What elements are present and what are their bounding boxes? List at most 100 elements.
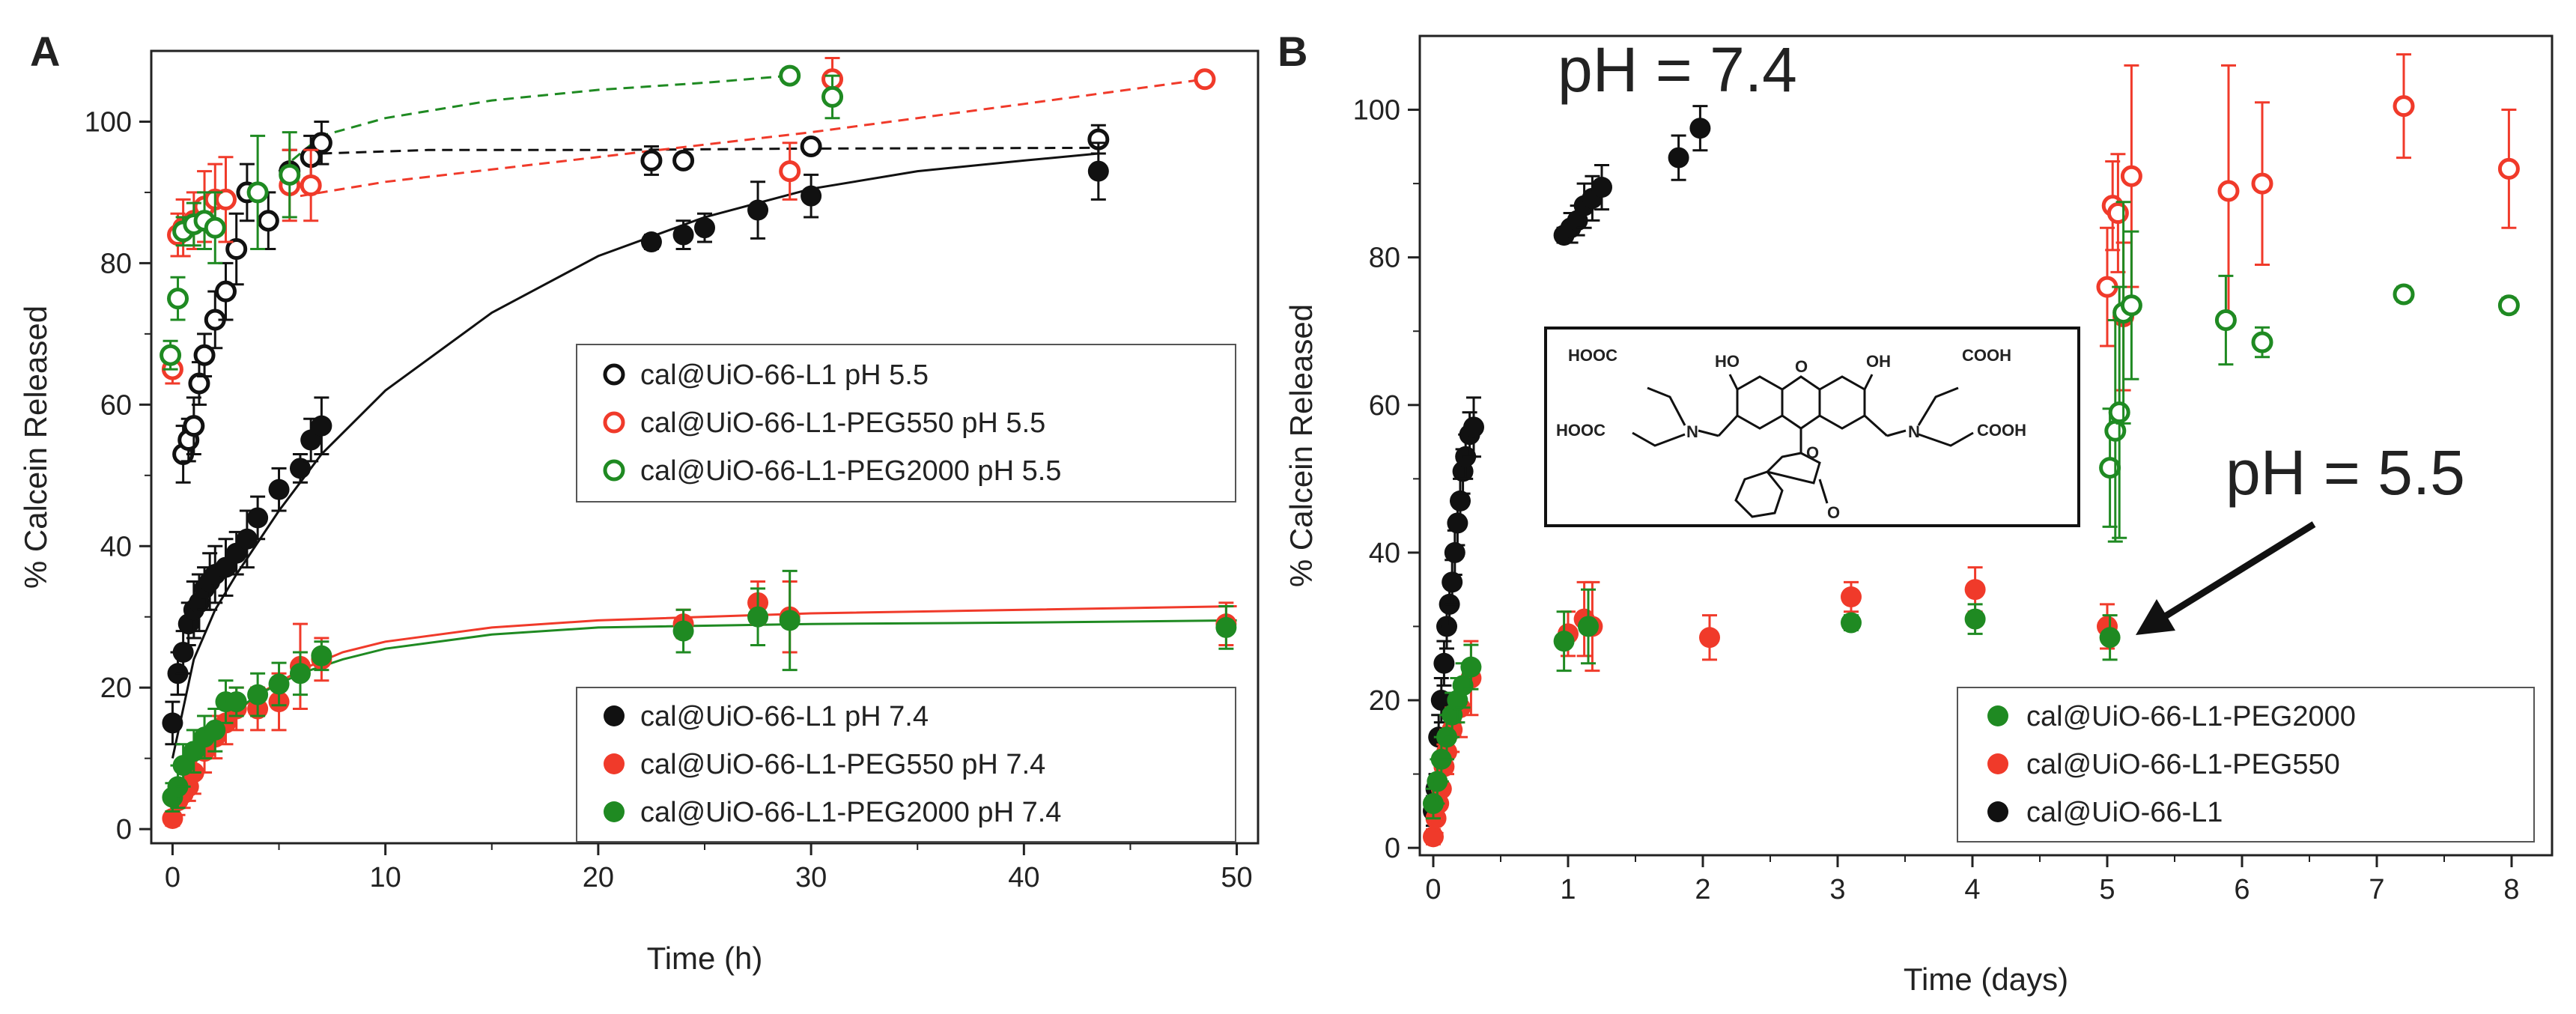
panel-a-filled-point	[289, 458, 311, 479]
panel-a-y-axis-title: % Calcein Released	[18, 306, 53, 589]
panel-a-filled-point	[247, 507, 269, 529]
panel-b-y-tick-label: 20	[1369, 685, 1400, 717]
panel-b-x-tick-label: 6	[2234, 874, 2250, 905]
panel-a-filled-point	[268, 673, 290, 695]
panel-b-open-point	[2120, 165, 2142, 187]
panel-b-x-tick-label: 8	[2503, 874, 2519, 905]
panel-a-legend-bottom-box	[576, 687, 1236, 843]
right-arm-2	[1918, 431, 1974, 447]
panel-a-open-point	[167, 288, 189, 310]
left-arm-1	[1647, 386, 1686, 426]
panel-b-x-axis-title: Time (days)	[1904, 962, 2068, 997]
left-oh-bond	[1728, 374, 1739, 390]
panel-a-filled-point	[747, 199, 769, 221]
panel-b-data-points	[1423, 53, 2520, 848]
structure-label: N	[1908, 422, 1920, 441]
panel-b-filled-point	[1450, 490, 1471, 511]
right-ch2	[1863, 414, 1889, 437]
panel-a-open-point	[257, 210, 279, 232]
panel-a-fit-curve	[321, 146, 1099, 155]
panel-a-x-tick-label: 0	[165, 862, 180, 893]
panel-a-y-tick-label: 20	[100, 673, 132, 704]
panel-b-open-point	[2497, 157, 2520, 180]
panel-a-legend-top: cal@UiO-66-L1 pH 5.5 cal@UiO-66-L1-PEG55…	[576, 344, 1236, 503]
structure-label: COOH	[1977, 421, 2026, 440]
panel-a-x-tick-label: 40	[1008, 862, 1039, 893]
panel-a-x-tick-label: 30	[795, 862, 827, 893]
panel-a-open-point	[193, 344, 216, 366]
panel-b-letter: B	[1278, 28, 1307, 75]
panel-a-open-point	[214, 188, 237, 210]
structure-label: HOOC	[1556, 421, 1606, 440]
panel-b-x-tick-label: 2	[1695, 874, 1710, 905]
panel-b-open-point	[2497, 294, 2520, 317]
panel-b-open-point	[2120, 294, 2142, 317]
panel-a-filled-point	[779, 610, 801, 631]
legend-open-marker-red	[603, 411, 625, 434]
lactone-ring	[1765, 452, 1821, 485]
panel-a-open-point	[310, 132, 332, 154]
panel-a-filled-point	[747, 606, 769, 628]
arrow-shaft	[2154, 521, 2316, 625]
panel-b-filled-point	[1430, 690, 1452, 711]
panel-a-legend-bottom: cal@UiO-66-L1 pH 7.4 cal@UiO-66-L1-PEG55…	[576, 687, 1236, 843]
benzo-ring	[1734, 470, 1784, 518]
panel-a-open-point	[246, 181, 269, 204]
panel-a-fit-curve	[171, 152, 1099, 759]
panel-b-axes-frame	[1418, 34, 2554, 857]
panel-a-open-point	[640, 149, 663, 171]
carbonyl	[1818, 479, 1829, 504]
panel-a-open-point	[779, 160, 801, 183]
panel-a-filled-point	[1215, 616, 1237, 638]
panel-b-x-tick-label: 4	[1964, 874, 1980, 905]
panel-a-filled-point	[204, 719, 226, 741]
panel-a-filled-point	[236, 528, 258, 550]
panel-a-open-point	[672, 149, 695, 171]
panel-a-open-point	[214, 280, 237, 303]
panel-a-y-tick-label: 100	[85, 106, 132, 138]
ph-arrow	[2136, 521, 2316, 635]
panel-a-filled-point	[672, 224, 694, 246]
structure-bonds	[1632, 374, 1974, 518]
right-oh-bond	[1863, 374, 1874, 390]
panel-a: A 0 10 20 30 40 50 0 20 40 60 80 100 Time (h) % Cal…	[18, 28, 1260, 976]
panel-b-filled-point	[1452, 675, 1474, 696]
panel-b-x-tick-label: 0	[1425, 874, 1441, 905]
panel-b-legend: cal@UiO-66-L1-PEG2000 cal@UiO-66-L1-PEG5…	[1957, 687, 2535, 843]
arrow-head	[2136, 599, 2175, 635]
panel-a-x-tick-label: 20	[583, 862, 614, 893]
panel-a-legend-top-box	[576, 344, 1236, 503]
panel-a-filled-point	[640, 231, 662, 253]
panel-b-y-tick-label: 0	[1385, 833, 1400, 864]
legend-label: cal@UiO-66-L1-PEG550	[2026, 749, 2340, 780]
legend-filled-marker-green	[1987, 705, 2008, 726]
calcein-structure-inset: HOOC HOOC HO O OH COOH COOH N N O O	[1544, 327, 2080, 527]
left-n-bond	[1698, 429, 1719, 437]
panel-a-x-axis-title: Time (h)	[647, 941, 763, 976]
panel-a-filled-point	[694, 217, 715, 239]
left-ch2	[1717, 414, 1739, 437]
panel-b-filled-point	[1841, 612, 1862, 634]
panel-a-x-tick-label: 10	[370, 862, 401, 893]
panel-a-open-point	[779, 64, 801, 87]
legend-label: cal@UiO-66-L1 pH 7.4	[640, 701, 929, 732]
panel-a-y-tick-label: 0	[116, 814, 132, 845]
panel-a-open-point	[160, 344, 182, 366]
right-arm-1	[1917, 386, 1959, 426]
panel-b-filled-point	[1553, 631, 1575, 652]
ph-5-5-annotation: pH = 5.5	[2226, 437, 2465, 508]
panel-a-y-tick-label: 60	[100, 389, 132, 421]
structure-label: O	[1827, 503, 1840, 522]
legend-label: cal@UiO-66-L1-PEG550 pH 5.5	[640, 407, 1045, 439]
left-arm-2	[1632, 431, 1686, 447]
panel-a-open-point	[183, 415, 205, 437]
legend-filled-marker-black	[604, 705, 625, 726]
panel-a-open-point	[1194, 68, 1216, 91]
panel-b-filled-point	[1591, 177, 1612, 198]
panel-b-y-tick-label: 80	[1369, 243, 1400, 274]
panel-a-open-point	[279, 163, 301, 186]
panel-b-legend-box	[1957, 687, 2535, 843]
